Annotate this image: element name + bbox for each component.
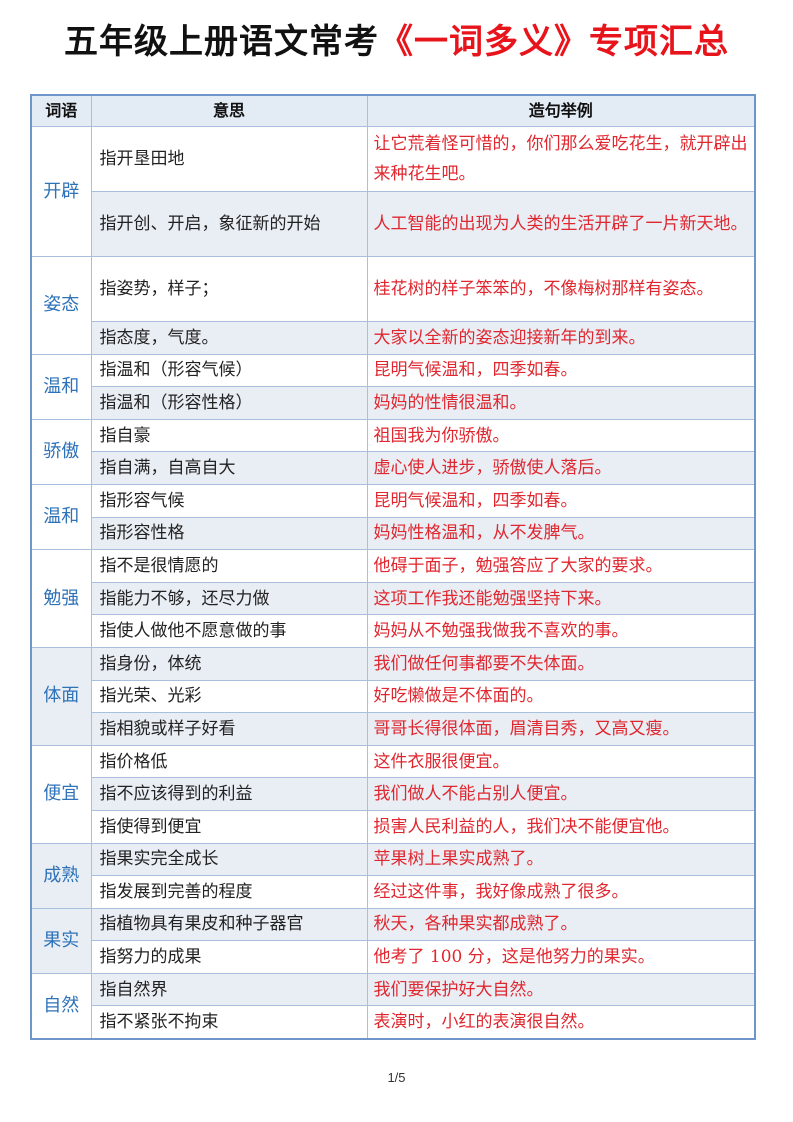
meaning-cell: 指光荣、光彩 (90, 679, 368, 714)
example-cell: 大家以全新的姿态迎接新年的到来。 (366, 321, 756, 355)
table-row: 便宜 指价格低 这件衣服很便宜。 (30, 744, 756, 844)
table-row: 自然 指自然界 我们要保护好大自然。 (30, 972, 756, 1040)
table-row: 温和 指形容气候 昆明气候温和，四季如春。 (30, 483, 756, 551)
example-cell: 这件衣服很便宜。 (366, 744, 756, 779)
table-row: 指发展到完善的程度 经过这件事，我好像成熟了很多。 (31, 875, 756, 909)
example-cell: 虚心使人进步，骄傲使人落后。 (366, 451, 756, 485)
title-part-1: 五年级上册语文常考 (64, 22, 379, 62)
table-row: 指态度，气度。 大家以全新的姿态迎接新年的到来。 (31, 321, 756, 355)
word-cell: 便宜 (30, 744, 92, 844)
example-cell: 我们要保护好大自然。 (366, 972, 756, 1007)
word-cell: 温和 (30, 353, 92, 420)
example-cell: 他碍于面子，勉强答应了大家的要求。 (366, 549, 756, 583)
example-cell: 桂花树的样子笨笨的，不像梅树那样有姿态。 (366, 256, 756, 322)
example-cell: 苹果树上果实成熟了。 (366, 842, 756, 877)
table-row: 骄傲 指自豪 祖国我为你骄傲。 (30, 418, 756, 485)
table-row: 成熟 指果实完全成长 苹果树上果实成熟了。 (30, 842, 756, 909)
header-word: 词语 (30, 94, 92, 127)
example-cell: 表演时，小红的表演很自然。 (366, 1005, 756, 1040)
example-cell: 这项工作我还能勉强坚持下来。 (366, 581, 756, 616)
meaning-cell: 指温和（形容气候） (90, 353, 368, 388)
word-cell: 自然 (30, 972, 92, 1040)
meaning-cell: 指相貌或样子好看 (90, 712, 368, 746)
meaning-cell: 指形容气候 (90, 483, 368, 518)
word-cell: 温和 (30, 483, 92, 551)
meaning-cell: 指果实完全成长 (90, 842, 368, 877)
word-cell: 成熟 (30, 842, 92, 909)
meaning-cell: 指自豪 (90, 418, 368, 453)
table-row: 指自满，自高自大 虚心使人进步，骄傲使人落后。 (31, 451, 756, 485)
meaning-cell: 指使得到便宜 (90, 809, 368, 844)
meaning-cell: 指不应该得到的利益 (90, 777, 368, 811)
example-cell: 妈妈从不勉强我做我不喜欢的事。 (366, 614, 756, 648)
header-meaning: 意思 (90, 94, 368, 127)
example-cell: 秋天，各种果实都成熟了。 (366, 907, 756, 942)
table-row: 指温和（形容性格） 妈妈的性情很温和。 (31, 386, 756, 420)
meaning-cell: 指使人做他不愿意做的事 (90, 614, 368, 648)
meaning-cell: 指态度，气度。 (90, 321, 368, 355)
example-cell: 昆明气候温和，四季如春。 (366, 353, 756, 388)
example-cell: 祖国我为你骄傲。 (366, 418, 756, 453)
table-row: 指不紧张不拘束 表演时，小红的表演很自然。 (31, 1005, 756, 1040)
example-cell: 让它荒着怪可惜的，你们那么爱吃花生，就开辟出来种花生吧。 (366, 126, 756, 192)
word-meaning-table: 词语 意思 造句举例 开辟 指开垦田地 让它荒着怪可惜的，你们那么爱吃花生，就开辟出… (30, 94, 756, 1041)
meaning-cell: 指自然界 (90, 972, 368, 1007)
meaning-cell: 指不紧张不拘束 (90, 1005, 368, 1040)
meaning-cell: 指身份，体统 (90, 646, 368, 681)
table-row: 指形容性格 妈妈性格温和，从不发脾气。 (31, 516, 756, 551)
table-row: 指相貌或样子好看 哥哥长得很体面，眉清目秀，又高又瘦。 (31, 712, 756, 746)
example-cell: 好吃懒做是不体面的。 (366, 679, 756, 714)
page-number: 1/5 (387, 1070, 406, 1085)
meaning-cell: 指不是很情愿的 (90, 549, 368, 583)
table-row: 指能力不够，还尽力做 这项工作我还能勉强坚持下来。 (31, 581, 756, 616)
example-cell: 损害人民利益的人，我们决不能便宜他。 (366, 809, 756, 844)
meaning-cell: 指价格低 (90, 744, 368, 779)
meaning-cell: 指开垦田地 (90, 126, 368, 192)
example-cell: 经过这件事，我好像成熟了很多。 (366, 875, 756, 909)
table-row: 果实 指植物具有果皮和种子器官 秋天，各种果实都成熟了。 (30, 907, 756, 974)
meaning-cell: 指开创、开启，象征新的开始 (90, 191, 368, 257)
table-row: 勉强 指不是很情愿的 他碍于面子，勉强答应了大家的要求。 (30, 549, 756, 648)
meaning-cell: 指努力的成果 (90, 940, 368, 974)
example-cell: 妈妈性格温和，从不发脾气。 (366, 516, 756, 551)
example-cell: 我们做任何事都要不失体面。 (366, 646, 756, 681)
meaning-cell: 指形容性格 (90, 516, 368, 551)
meaning-cell: 指发展到完善的程度 (90, 875, 368, 909)
table-row: 指使人做他不愿意做的事 妈妈从不勉强我做我不喜欢的事。 (31, 614, 756, 648)
table-row: 姿态 指姿势，样子； 桂花树的样子笨笨的，不像梅树那样有姿态。 (30, 256, 756, 355)
example-cell: 人工智能的出现为人类的生活开辟了一片新天地。 (366, 191, 756, 257)
table-row: 指不应该得到的利益 我们做人不能占别人便宜。 (31, 777, 756, 811)
table-row: 指光荣、光彩 好吃懒做是不体面的。 (31, 679, 756, 714)
example-cell: 昆明气候温和，四季如春。 (366, 483, 756, 518)
example-cell: 我们做人不能占别人便宜。 (366, 777, 756, 811)
word-cell: 骄傲 (30, 418, 92, 485)
word-cell: 勉强 (30, 549, 92, 648)
meaning-cell: 指能力不够，还尽力做 (90, 581, 368, 616)
meaning-cell: 指自满，自高自大 (90, 451, 368, 485)
word-cell: 体面 (30, 646, 92, 746)
example-cell: 妈妈的性情很温和。 (366, 386, 756, 420)
table-row: 指努力的成果 他考了 100 分，这是他努力的果实。 (31, 940, 756, 974)
title-part-2: 《一词多义》专项汇总 (379, 22, 729, 62)
page-title: 五年级上册语文常考《一词多义》专项汇总 (0, 14, 793, 63)
table-row: 开辟 指开垦田地 让它荒着怪可惜的，你们那么爱吃花生，就开辟出来种花生吧。 (30, 126, 756, 257)
header-example: 造句举例 (366, 94, 756, 127)
table-row: 体面 指身份，体统 我们做任何事都要不失体面。 (30, 646, 756, 746)
table-row: 温和 指温和（形容气候） 昆明气候温和，四季如春。 (30, 353, 756, 420)
table-row: 指使得到便宜 损害人民利益的人，我们决不能便宜他。 (31, 809, 756, 844)
meaning-cell: 指植物具有果皮和种子器官 (90, 907, 368, 942)
table-row: 指开创、开启，象征新的开始 人工智能的出现为人类的生活开辟了一片新天地。 (31, 191, 756, 257)
word-cell: 开辟 (30, 126, 92, 257)
meaning-cell: 指姿势，样子； (90, 256, 368, 322)
meaning-cell: 指温和（形容性格） (90, 386, 368, 420)
word-cell: 姿态 (30, 256, 92, 355)
example-cell: 哥哥长得很体面，眉清目秀，又高又瘦。 (366, 712, 756, 746)
table-header-row: 词语 意思 造句举例 (30, 94, 756, 127)
example-cell: 他考了 100 分，这是他努力的果实。 (366, 940, 756, 974)
word-cell: 果实 (30, 907, 92, 974)
